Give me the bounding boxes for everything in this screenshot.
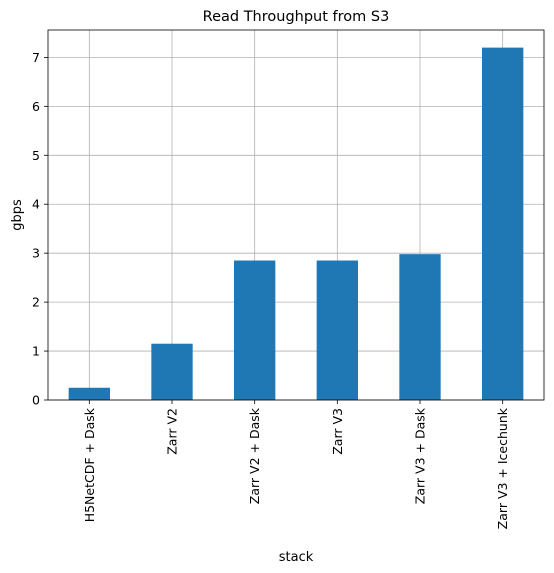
y-tick-label: 1 [32,344,40,359]
x-tick-label: Zarr V3 + Dask [413,407,428,504]
x-tick-label: H5NetCDF + Dask [82,407,97,522]
y-tick-label: 0 [32,393,40,408]
bar [399,254,441,400]
y-tick-label: 3 [32,246,40,261]
x-axis-label: stack [279,550,314,565]
y-tick-label: 2 [32,295,40,310]
x-tick-label: Zarr V3 + Icechunk [495,407,510,529]
grid-lines [48,30,544,401]
x-tick-label: Zarr V2 [165,408,180,455]
y-tick-label: 7 [32,50,40,65]
bars [68,47,524,400]
ticks: 0 1 2 3 4 5 6 7 H5NetCDF + Dask Zarr V2 Zarr V2 + … [32,50,510,529]
y-tick-label: 6 [32,99,40,114]
bar [68,387,110,400]
y-tick-label: 5 [32,148,40,163]
chart-title: Read Throughput from S3 [203,9,390,25]
bar [482,47,524,400]
plot-frame [47,29,545,401]
bar [151,343,193,400]
y-axis-label: gbps [10,199,25,231]
y-tick-label: 4 [32,197,40,212]
x-tick-label: Zarr V2 + Dask [247,407,262,504]
bar [234,260,276,400]
x-tick-label: Zarr V3 [330,408,345,455]
bar [316,260,358,400]
